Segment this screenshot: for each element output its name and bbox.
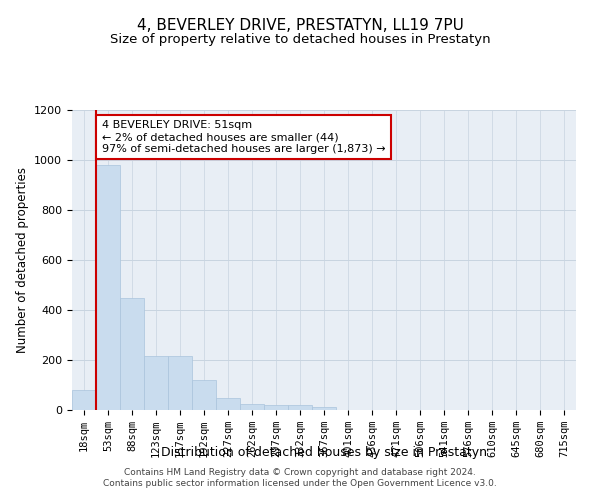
Text: Size of property relative to detached houses in Prestatyn: Size of property relative to detached ho…: [110, 32, 490, 46]
Text: Distribution of detached houses by size in Prestatyn: Distribution of detached houses by size …: [161, 446, 487, 459]
Text: Contains HM Land Registry data © Crown copyright and database right 2024.
Contai: Contains HM Land Registry data © Crown c…: [103, 468, 497, 487]
Y-axis label: Number of detached properties: Number of detached properties: [16, 167, 29, 353]
Bar: [312, 407, 336, 410]
Bar: [240, 404, 264, 410]
Bar: [192, 380, 216, 410]
Text: 4, BEVERLEY DRIVE, PRESTATYN, LL19 7PU: 4, BEVERLEY DRIVE, PRESTATYN, LL19 7PU: [137, 18, 463, 32]
Bar: [168, 356, 192, 410]
Text: 4 BEVERLEY DRIVE: 51sqm
← 2% of detached houses are smaller (44)
97% of semi-det: 4 BEVERLEY DRIVE: 51sqm ← 2% of detached…: [102, 120, 386, 154]
Bar: [216, 398, 240, 410]
Bar: [264, 404, 288, 410]
Bar: [72, 390, 96, 410]
Bar: [288, 405, 312, 410]
Bar: [96, 165, 120, 410]
Bar: [120, 298, 144, 410]
Bar: [144, 356, 168, 410]
